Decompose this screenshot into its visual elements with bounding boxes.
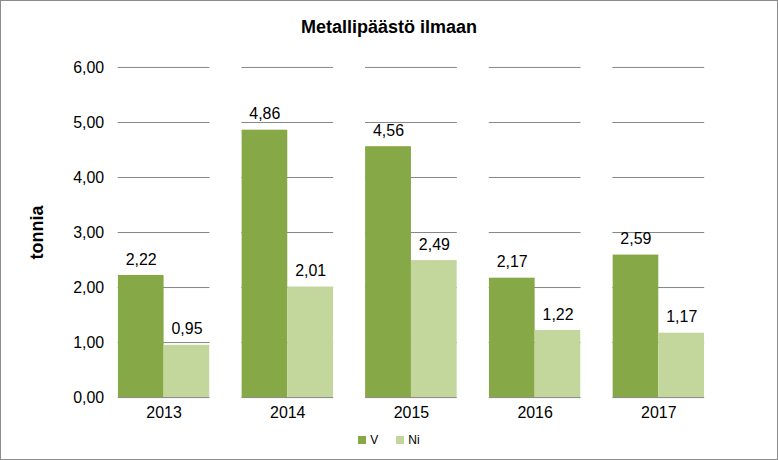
svg-text:0,95: 0,95	[172, 320, 203, 337]
svg-text:2014: 2014	[270, 404, 306, 421]
svg-text:1,17: 1,17	[666, 308, 697, 325]
svg-text:5,00: 5,00	[73, 114, 104, 131]
svg-text:3,00: 3,00	[73, 224, 104, 241]
html-text:V: V	[370, 433, 379, 447]
svg-text:2017: 2017	[641, 404, 677, 421]
svg-text:tonnia: tonnia	[27, 205, 47, 260]
svg-text:4,00: 4,00	[73, 169, 104, 186]
html-text:Metallipäästö ilmaan: Metallipäästö ilmaan	[301, 17, 477, 37]
svg-text:2,00: 2,00	[73, 279, 104, 296]
svg-text:2,01: 2,01	[295, 262, 326, 279]
html-text:Ni: Ni	[408, 433, 420, 447]
svg-text:2,59: 2,59	[620, 230, 651, 247]
svg-text:1,00: 1,00	[73, 334, 104, 351]
svg-text:0,00: 0,00	[73, 389, 104, 406]
svg-text:2015: 2015	[394, 404, 430, 421]
svg-text:2,22: 2,22	[126, 251, 157, 268]
svg-text:4,56: 4,56	[373, 122, 404, 139]
svg-text:2,49: 2,49	[419, 236, 450, 253]
svg-text:4,86: 4,86	[249, 105, 280, 122]
svg-text:2016: 2016	[517, 404, 553, 421]
svg-text:6,00: 6,00	[73, 59, 104, 76]
svg-text:2,17: 2,17	[497, 253, 528, 270]
svg-text:2013: 2013	[146, 404, 182, 421]
svg-text:1,22: 1,22	[543, 306, 574, 323]
